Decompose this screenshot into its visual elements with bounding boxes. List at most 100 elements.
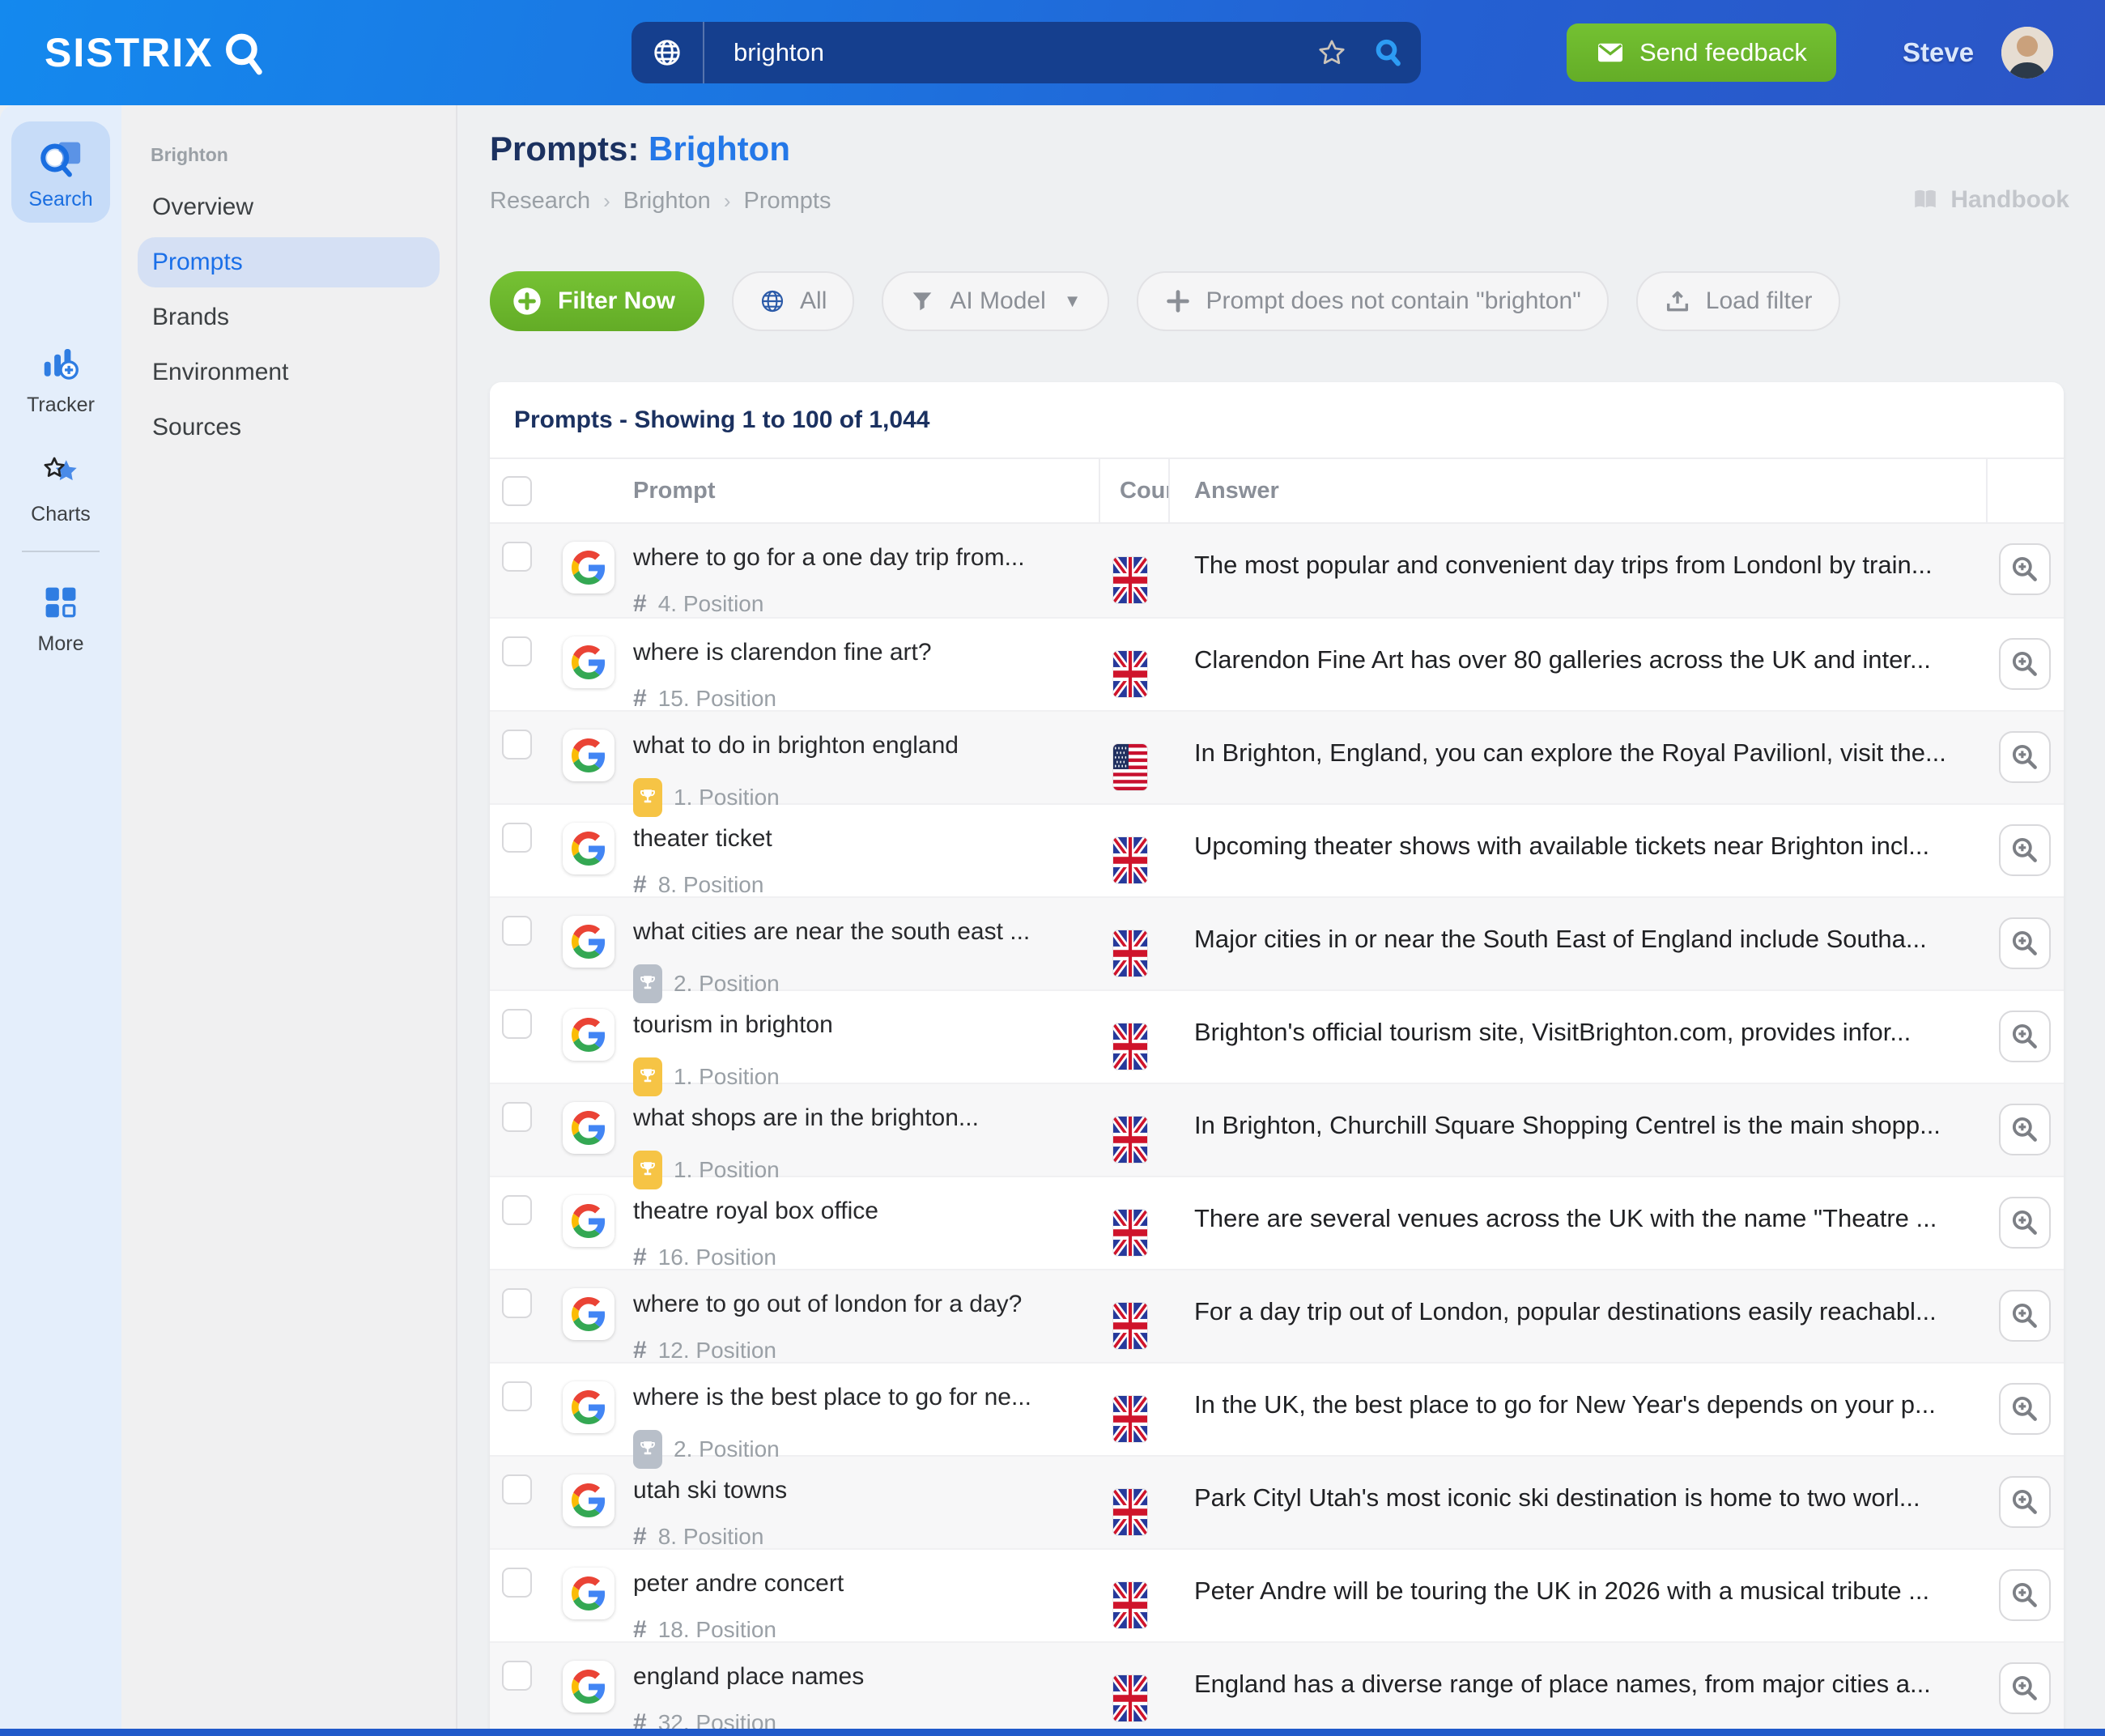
country-filter-button[interactable]: All xyxy=(732,271,855,331)
rail-item-search[interactable]: Search xyxy=(11,121,110,223)
inspect-answer-button[interactable] xyxy=(1999,731,2051,783)
table-row[interactable]: utah ski towns # 8. Position Park Cityl … xyxy=(490,1455,2064,1550)
row-checkbox[interactable] xyxy=(502,1195,532,1225)
answer-text[interactable]: In the UK, the best place to go for New … xyxy=(1194,1390,1936,1419)
breadcrumb-brighton[interactable]: Brighton xyxy=(623,188,711,214)
row-checkbox[interactable] xyxy=(502,1568,532,1598)
breadcrumb-research[interactable]: Research xyxy=(490,188,591,214)
answer-text[interactable]: There are several venues across the UK w… xyxy=(1194,1204,1937,1232)
row-checkbox[interactable] xyxy=(502,823,532,853)
inspect-answer-button[interactable] xyxy=(1999,543,2051,595)
prompt-text[interactable]: where to go out of london for a day? xyxy=(633,1291,1023,1317)
load-filter-button[interactable]: Load filter xyxy=(1635,271,1840,331)
sidebar-item-environment[interactable]: Environment xyxy=(152,359,289,385)
table-row[interactable]: what to do in brighton england # 1. Posi… xyxy=(490,710,2064,817)
inspect-answer-button[interactable] xyxy=(1999,1662,2051,1714)
prompt-text[interactable]: tourism in brighton xyxy=(633,1011,833,1038)
answer-text[interactable]: For a day trip out of London, popular de… xyxy=(1194,1297,1937,1325)
column-header-answer[interactable]: Answer xyxy=(1194,477,1279,504)
answer-text[interactable]: Park Cityl Utah's most iconic ski destin… xyxy=(1194,1483,1920,1512)
globe-icon xyxy=(652,37,683,68)
inspect-answer-button[interactable] xyxy=(1999,1290,2051,1342)
answer-text[interactable]: In Brighton, England, you can explore th… xyxy=(1194,738,1946,767)
prompt-not-contain-filter-button[interactable]: Prompt does not contain "brighton" xyxy=(1136,271,1609,331)
row-checkbox[interactable] xyxy=(502,1288,532,1318)
inspect-answer-button[interactable] xyxy=(1999,1197,2051,1249)
inspect-answer-button[interactable] xyxy=(1999,1569,2051,1621)
table-row[interactable]: theatre royal box office # 16. Position … xyxy=(490,1176,2064,1270)
prompt-text[interactable]: utah ski towns xyxy=(633,1477,788,1504)
row-checkbox[interactable] xyxy=(502,916,532,946)
inspect-answer-button[interactable] xyxy=(1999,1383,2051,1435)
ai-model-filter-button[interactable]: AI Model ▼ xyxy=(882,271,1109,331)
search-submit-icon[interactable] xyxy=(1356,36,1421,69)
hash-icon: # xyxy=(633,590,647,617)
filter-now-button[interactable]: Filter Now xyxy=(490,271,705,331)
row-checkbox[interactable] xyxy=(502,1381,532,1411)
column-header-prompt[interactable]: Prompt xyxy=(633,477,716,504)
answer-text[interactable]: Upcoming theater shows with available ti… xyxy=(1194,832,1930,860)
rail-item-more[interactable]: More xyxy=(0,579,121,656)
row-checkbox[interactable] xyxy=(502,636,532,666)
answer-text[interactable]: Brighton's official tourism site, VisitB… xyxy=(1194,1018,1912,1046)
prompt-text[interactable]: what to do in brighton england xyxy=(633,732,959,759)
row-checkbox[interactable] xyxy=(502,542,532,572)
favorite-star-icon[interactable] xyxy=(1308,38,1356,67)
table-row[interactable]: where to go for a one day trip from... #… xyxy=(490,524,2064,617)
sidebar-item-sources[interactable]: Sources xyxy=(152,414,242,440)
send-feedback-button[interactable]: Send feedback xyxy=(1567,23,1836,82)
rail-item-tracker[interactable]: Tracker xyxy=(0,340,121,417)
prompt-text[interactable]: where is clarendon fine art? xyxy=(633,639,932,666)
google-icon xyxy=(563,1474,614,1526)
table-row[interactable]: tourism in brighton # 1. Position Bright… xyxy=(490,989,2064,1096)
breadcrumb-prompts[interactable]: Prompts xyxy=(743,188,831,214)
uk-flag-icon xyxy=(1113,1582,1147,1628)
table-row[interactable]: where is the best place to go for ne... … xyxy=(490,1362,2064,1469)
row-checkbox[interactable] xyxy=(502,730,532,760)
inspect-answer-button[interactable] xyxy=(1999,917,2051,969)
rail-item-charts[interactable]: Charts xyxy=(0,449,121,526)
answer-text[interactable]: Peter Andre will be touring the UK in 20… xyxy=(1194,1576,1930,1605)
handbook-link[interactable]: Handbook xyxy=(1912,186,2069,214)
row-checkbox[interactable] xyxy=(502,1474,532,1504)
search-country-selector[interactable] xyxy=(632,22,704,83)
prompt-text[interactable]: what cities are near the south east ... xyxy=(633,918,1031,945)
prompt-text[interactable]: what shops are in the brighton... xyxy=(633,1104,979,1131)
row-checkbox[interactable] xyxy=(502,1661,532,1691)
answer-text[interactable]: England has a diverse range of place nam… xyxy=(1194,1670,1931,1698)
table-row[interactable]: what cities are near the south east ... … xyxy=(490,896,2064,1003)
row-checkbox[interactable] xyxy=(502,1009,532,1039)
prompt-text[interactable]: where is the best place to go for ne... xyxy=(633,1384,1031,1410)
inspect-answer-button[interactable] xyxy=(1999,1476,2051,1528)
username[interactable]: Steve xyxy=(1903,37,1975,67)
prompt-text[interactable]: where to go for a one day trip from... xyxy=(633,544,1025,571)
table-row[interactable]: theater ticket # 8. Position Upcoming th… xyxy=(490,803,2064,898)
inspect-answer-button[interactable] xyxy=(1999,824,2051,876)
prompt-text[interactable]: theater ticket xyxy=(633,825,772,852)
inspect-answer-button[interactable] xyxy=(1999,638,2051,690)
table-row[interactable]: what shops are in the brighton... # 1. P… xyxy=(490,1083,2064,1189)
sidebar-item-prompts[interactable]: Prompts xyxy=(138,237,440,287)
answer-text[interactable]: Clarendon Fine Art has over 80 galleries… xyxy=(1194,645,1931,674)
sidebar-item-brands[interactable]: Brands xyxy=(152,304,230,330)
search-input[interactable] xyxy=(704,38,1308,67)
position-line: # 1. Position xyxy=(633,1151,1099,1189)
sistrix-logo[interactable]: SISTRIX xyxy=(45,28,268,78)
prompt-text[interactable]: peter andre concert xyxy=(633,1570,844,1597)
table-row[interactable]: where to go out of london for a day? # 1… xyxy=(490,1269,2064,1364)
inspect-answer-button[interactable] xyxy=(1999,1011,2051,1062)
prompt-text[interactable]: theatre royal box office xyxy=(633,1198,878,1224)
table-row[interactable]: where is clarendon fine art? # 15. Posit… xyxy=(490,617,2064,712)
select-all-checkbox[interactable] xyxy=(502,475,532,506)
table-row[interactable]: england place names # 32. Position Engla… xyxy=(490,1641,2064,1736)
sidebar-item-overview[interactable]: Overview xyxy=(152,194,254,220)
answer-text[interactable]: Major cities in or near the South East o… xyxy=(1194,925,1927,953)
answer-text[interactable]: The most popular and convenient day trip… xyxy=(1194,551,1933,579)
table-row[interactable]: peter andre concert # 18. Position Peter… xyxy=(490,1548,2064,1643)
column-header-country[interactable]: Country xyxy=(1099,459,1170,522)
prompt-text[interactable]: england place names xyxy=(633,1663,865,1690)
user-avatar[interactable] xyxy=(2001,27,2054,79)
answer-text[interactable]: In Brighton, Churchill Square Shopping C… xyxy=(1194,1111,1941,1139)
row-checkbox[interactable] xyxy=(502,1102,532,1132)
inspect-answer-button[interactable] xyxy=(1999,1104,2051,1155)
